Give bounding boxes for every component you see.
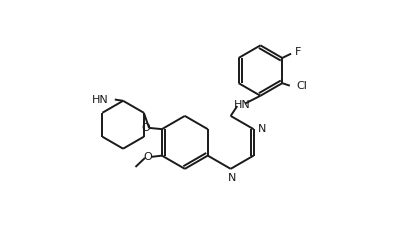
Text: Cl: Cl — [295, 81, 306, 91]
Text: O: O — [143, 152, 152, 162]
Text: HN: HN — [233, 100, 249, 110]
Text: HN: HN — [92, 94, 108, 105]
Text: O: O — [141, 123, 150, 133]
Text: F: F — [294, 47, 301, 57]
Text: N: N — [257, 124, 265, 134]
Text: N: N — [227, 173, 235, 183]
